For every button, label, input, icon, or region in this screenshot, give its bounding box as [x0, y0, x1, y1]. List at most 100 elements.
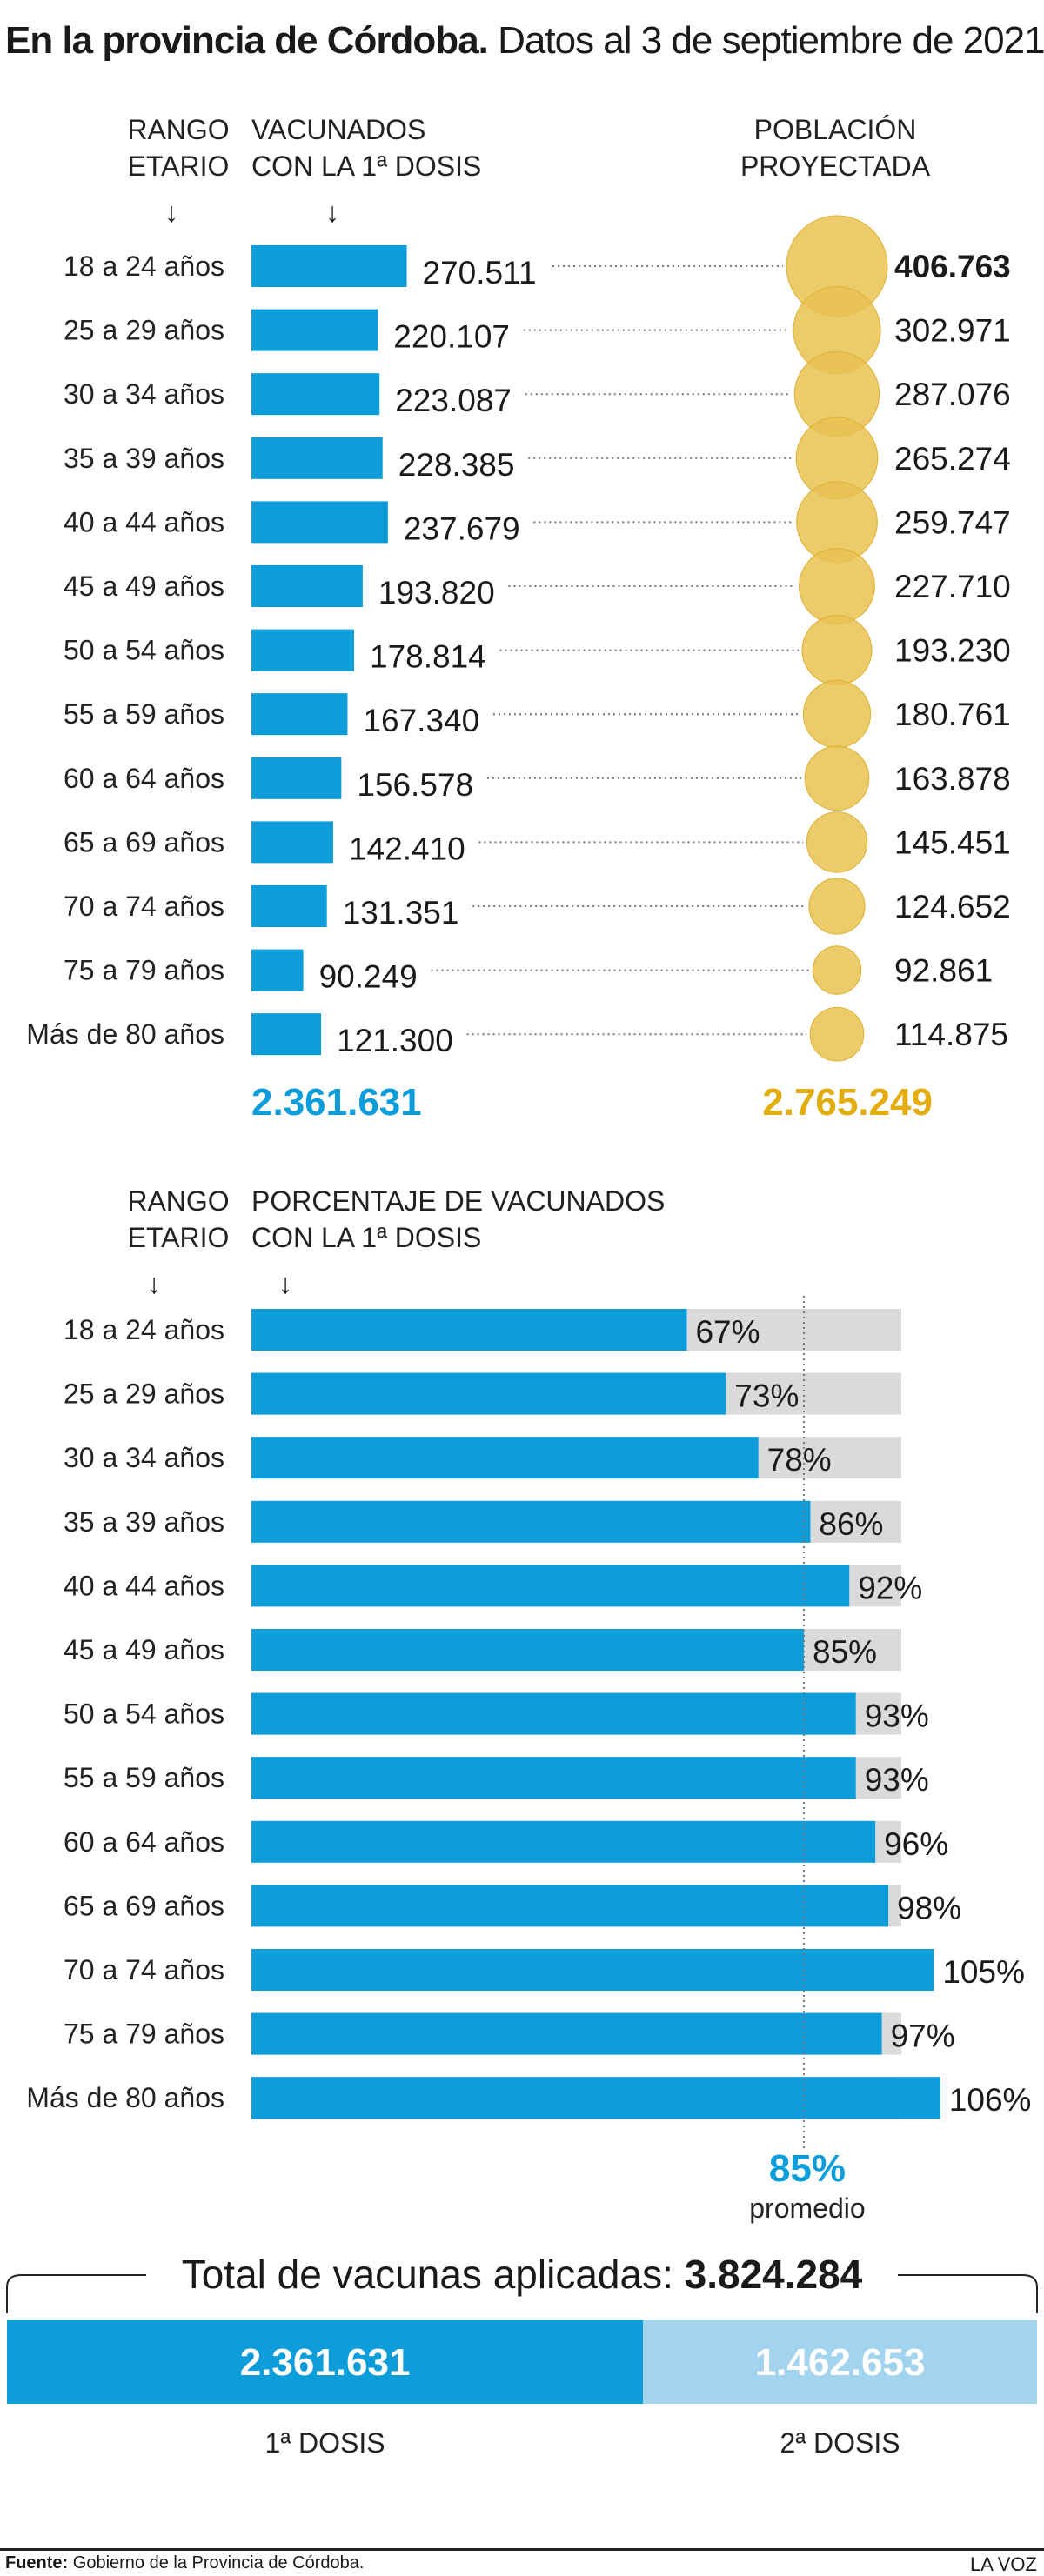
chart2-header-percentage: PORCENTAJE DE VACUNADOS CON LA 1ª DOSIS	[251, 1183, 665, 1256]
chart2-category-label: 60 a 64 años	[64, 1826, 224, 1858]
chart1-category-label: 35 a 39 años	[64, 443, 224, 474]
chart1-category-label: 30 a 34 años	[64, 378, 224, 410]
chart2-value-label: 78%	[767, 1442, 832, 1478]
chart1-bar	[251, 437, 383, 479]
chart1-header-age-line2: ETARIO	[127, 150, 230, 182]
chart1-population-label: 302.971	[894, 313, 1011, 349]
chart1-population-label: 180.761	[894, 697, 1011, 732]
chart1-value-label: 90.249	[319, 959, 418, 995]
chart1-header-population-line1: POBLACIÓN	[753, 114, 917, 145]
chart2-value-label: 105%	[942, 1954, 1025, 1990]
chart1-bar	[251, 949, 304, 991]
footer-rule	[0, 2548, 1044, 2551]
chart1-value-label: 178.814	[370, 639, 486, 675]
chart1-category-label: 55 a 59 años	[64, 698, 224, 730]
chart2-bar	[251, 1565, 850, 1607]
totals-heading: Total de vacunas aplicadas: 3.824.284	[182, 2252, 863, 2297]
chart1-population-circle	[802, 680, 872, 749]
totals-bracket-left	[6, 2274, 146, 2313]
chart2-value-label: 85%	[813, 1634, 877, 1670]
chart1-total-population: 2.765.249	[762, 1081, 933, 1124]
chart1-value-label: 223.087	[395, 383, 512, 418]
chart2-category-label: 18 a 24 años	[64, 1314, 224, 1345]
chart2-category-label: 65 a 69 años	[64, 1890, 224, 1921]
chart1-population-label: 124.652	[894, 889, 1011, 924]
chart1-bar	[251, 373, 380, 416]
chart2-average-caption: promedio	[749, 2192, 865, 2224]
chart2-category-label: 50 a 54 años	[64, 1698, 224, 1730]
chart1-category-label: 60 a 64 años	[64, 763, 224, 794]
chart1-category-label: Más de 80 años	[26, 1018, 224, 1050]
chart2-bar	[251, 1500, 811, 1543]
title-bold: En la provincia de Córdoba.	[5, 19, 489, 62]
chart1-bar	[251, 821, 333, 864]
chart1-value-label: 131.351	[343, 895, 459, 931]
chart1-value-label: 156.578	[357, 767, 473, 803]
chart2-bar	[251, 2077, 940, 2119]
chart2-bar	[251, 2012, 882, 2055]
chart2-bar	[251, 1437, 759, 1479]
totals-section: Total de vacunas aplicadas: 3.824.284 2.3…	[6, 2252, 1038, 2459]
chart1-population-label: 265.274	[894, 441, 1011, 477]
chart1-header-age-line1: RANGO	[127, 114, 230, 145]
chart2-value-label: 93%	[865, 1762, 929, 1798]
dose2-label: 2ª DOSIS	[780, 2427, 900, 2459]
chart1-population-label: 193.230	[894, 633, 1011, 669]
chart1-value-label: 193.820	[378, 575, 495, 611]
chart1-bar	[251, 693, 348, 736]
chart2-category-label: 25 a 29 años	[64, 1378, 224, 1410]
totals-value: 3.824.284	[685, 2252, 863, 2297]
chart2-category-label: 40 a 44 años	[64, 1570, 224, 1601]
chart1-header-age: RANGO ETARIO	[126, 111, 231, 184]
chart1-value-label: 228.385	[398, 447, 515, 483]
chart1-category-label: 65 a 69 años	[64, 826, 224, 858]
chart1-value-label: 220.107	[393, 319, 510, 355]
chart2-average-value: 85%	[769, 2147, 846, 2190]
chart1-population-label: 92.861	[894, 953, 993, 989]
chart2-header-percentage-line1: PORCENTAJE DE VACUNADOS	[251, 1185, 666, 1217]
chart1-value-label: 167.340	[363, 703, 479, 738]
chart1-population-label: 287.076	[894, 377, 1011, 412]
chart1-bar	[251, 501, 388, 544]
chart2-header-age-line2: ETARIO	[127, 1222, 230, 1253]
chart1-header-vaccinated-line2: CON LA 1ª DOSIS	[251, 150, 482, 182]
chart2-bar	[251, 1885, 889, 1927]
chart2-value-label: 106%	[949, 2082, 1032, 2118]
chart1-value-label: 237.679	[404, 511, 520, 546]
chart1-bar	[251, 629, 355, 671]
chart1-value-label: 270.511	[423, 255, 537, 290]
brand-label: LA VOZ	[969, 2553, 1037, 2575]
chart2-value-label: 96%	[884, 1826, 948, 1862]
chart1-vaccinated-vs-population: 18 a 24 años 270.511 406.763 25 a 29 años 22…	[26, 215, 1011, 1124]
chart2-value-label: 98%	[897, 1890, 961, 1925]
chart1-population-label: 163.878	[894, 761, 1011, 797]
chart1-value-label: 142.410	[349, 831, 465, 866]
chart1-bar	[251, 245, 407, 287]
chart2-percentage-arrow-icon: ↓	[278, 1268, 292, 1299]
dose2-bar	[643, 2320, 1037, 2404]
chart1-population-circle	[799, 548, 875, 624]
source-note: Fuente: Gobierno de la Provincia de Córd…	[5, 2553, 364, 2573]
title-rest: Datos al 3 de septiembre de 2021.	[487, 19, 1044, 62]
chart2-bar	[251, 1629, 804, 1671]
chart2-bar	[251, 1309, 687, 1351]
chart1-population-circle	[809, 1006, 865, 1062]
chart1-population-label: 259.747	[894, 504, 1011, 540]
chart2-category-label: 45 a 49 años	[64, 1634, 224, 1665]
chart2-age-arrow-icon: ↓	[147, 1268, 161, 1299]
chart1-header-vaccinated-line1: VACUNADOS	[251, 114, 426, 145]
chart1-population-label: 227.710	[894, 569, 1011, 604]
chart1-bar	[251, 885, 327, 927]
chart1-bar	[251, 757, 342, 799]
page-title: En la provincia de Córdoba. Datos al 3 d…	[5, 19, 1044, 63]
chart1-population-label: 114.875	[894, 1017, 1008, 1052]
chart1-header-vaccinated: VACUNADOS CON LA 1ª DOSIS	[251, 111, 481, 184]
chart1-population-circle	[804, 745, 870, 811]
chart2-header-age: RANGO ETARIO	[126, 1183, 231, 1256]
chart1-total-vaccinated: 2.361.631	[251, 1081, 422, 1124]
dose1-bar	[7, 2320, 644, 2404]
chart1-population-circle	[801, 615, 873, 686]
chart2-value-label: 73%	[734, 1378, 799, 1414]
chart1-bar	[251, 309, 378, 351]
chart2-value-label: 92%	[858, 1570, 922, 1605]
